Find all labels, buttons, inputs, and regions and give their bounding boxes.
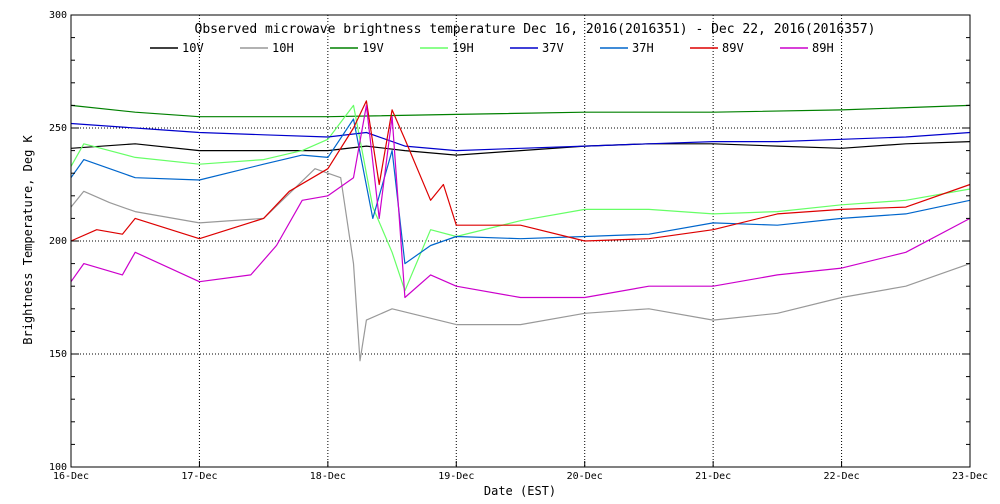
y-tick-label: 150 [49, 349, 67, 360]
series-line-89V [70, 100, 971, 242]
x-tick-label: 20-Dec [567, 471, 603, 482]
x-tick-label: 18-Dec [310, 471, 346, 482]
series-line-10V [70, 141, 971, 156]
x-tick-label: 23-Dec [952, 471, 988, 482]
x-axis-title: Date (EST) [484, 484, 556, 498]
legend-label-37H: 37H [632, 41, 654, 55]
x-tick-label: 19-Dec [438, 471, 474, 482]
grid-lines [71, 15, 970, 467]
series-line-37V [70, 122, 971, 152]
series-line-10H [70, 168, 971, 362]
y-tick-label: 300 [49, 10, 67, 21]
series-lines [70, 100, 971, 362]
axis-ticks: 16-Dec 17-Dec 18-Dec 19-Dec 20-Dec 21-Dec 22-D… [49, 10, 988, 482]
legend: 10V 10H 19V 19H 37V 37H 89V 89H [150, 41, 834, 55]
legend-label-19H: 19H [452, 41, 474, 55]
legend-label-10V: 10V [182, 41, 204, 55]
chart-title: Observed microwave brightness temperatur… [195, 22, 876, 37]
series-line-89H [70, 104, 971, 299]
y-tick-label: 100 [49, 462, 67, 473]
legend-label-37V: 37V [542, 41, 564, 55]
x-tick-label: 17-Dec [181, 471, 217, 482]
y-tick-label: 200 [49, 236, 67, 247]
plot-frame [70, 14, 971, 468]
legend-label-89V: 89V [722, 41, 744, 55]
legend-label-19V: 19V [362, 41, 384, 55]
x-tick-label: 21-Dec [695, 471, 731, 482]
x-tick-label: 16-Dec [53, 471, 89, 482]
y-axis-title: Brightness Temperature, Deg K [21, 134, 35, 344]
x-tick-label: 22-Dec [824, 471, 860, 482]
legend-label-10H: 10H [272, 41, 294, 55]
series-line-37H [70, 118, 971, 265]
y-tick-label: 250 [49, 123, 67, 134]
series-line-19V [70, 104, 971, 118]
legend-label-89H: 89H [812, 41, 834, 55]
